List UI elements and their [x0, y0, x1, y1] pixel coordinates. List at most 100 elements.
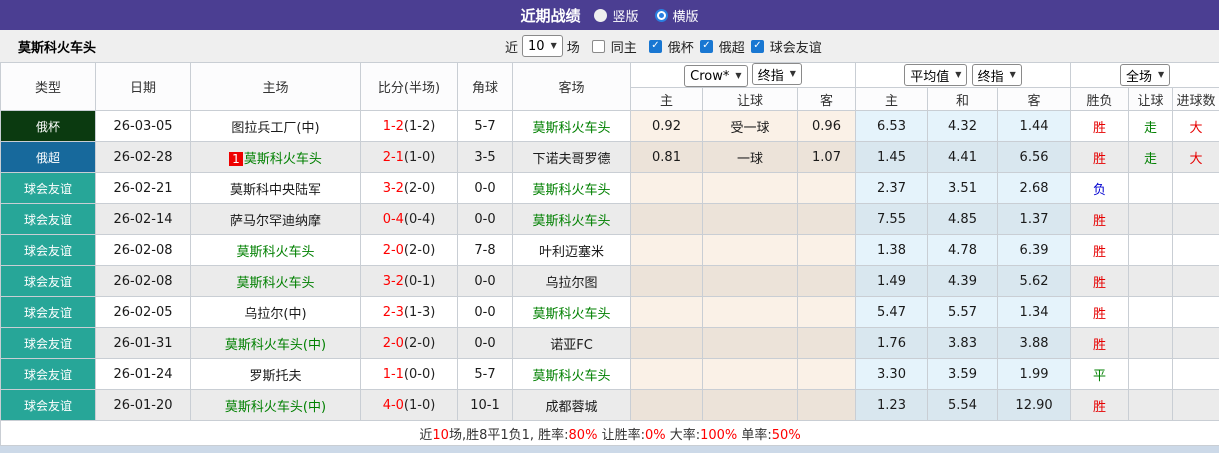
fulltime-score: 2-0: [383, 336, 404, 351]
halftime-score: (1-0): [404, 150, 435, 165]
period-select[interactable]: 全场▼: [1120, 64, 1170, 86]
corners-value: 0-0: [458, 266, 513, 297]
home-team-name: 莫斯科中央陆军: [230, 183, 321, 198]
score-cell: 2-1(1-0): [361, 142, 458, 173]
goals-result-value: [1173, 173, 1219, 204]
fulltime-score: 3-2: [383, 181, 404, 196]
radio-horizontal-layout[interactable]: 横版: [655, 6, 699, 25]
avg-away-odds: 12.90: [998, 390, 1071, 421]
radio-horizontal-label: 横版: [673, 6, 699, 25]
topbar: 近期战绩 竖版 横版: [0, 0, 1219, 30]
chevron-down-icon: ▼: [1010, 71, 1016, 79]
bookmaker-select[interactable]: Crow*▼: [684, 65, 747, 87]
halftime-score: (1-0): [404, 398, 435, 413]
handicap-odds-stage-select[interactable]: 终指▼: [752, 63, 802, 85]
col-header-date: 日期: [96, 63, 191, 111]
handicap-away-odds: [798, 359, 856, 390]
match-date: 26-01-31: [96, 328, 191, 359]
handicap-line: [703, 390, 798, 421]
match-count-select[interactable]: 10 ▼: [522, 35, 563, 57]
summary-segment: 50%: [772, 428, 801, 443]
away-team-cell: 乌拉尔图: [513, 266, 631, 297]
match-date: 26-01-20: [96, 390, 191, 421]
col-header-score: 比分(半场): [361, 63, 458, 111]
chevron-down-icon: ▼: [1158, 71, 1164, 79]
score-cell: 2-0(2-0): [361, 235, 458, 266]
avg-away-odds: 6.56: [998, 142, 1071, 173]
home-team-cell: 莫斯科中央陆军: [191, 173, 361, 204]
match-row: 球会友谊 26-02-08 莫斯科火车头 2-0(2-0) 7-8 叶利迈塞米 …: [1, 235, 1219, 266]
summary-segment: 近: [419, 428, 432, 443]
handicap-result-value: [1129, 204, 1173, 235]
handicap-selects-cell: Crow*▼ 终指▼: [631, 63, 856, 88]
avg-draw-odds: 4.41: [928, 142, 998, 173]
col-header-handicap-line: 让球: [703, 88, 798, 111]
goals-result-value: [1173, 235, 1219, 266]
halftime-score: (0-1): [404, 274, 435, 289]
handicap-home-odds: [631, 204, 703, 235]
away-team-cell: 叶利迈塞米: [513, 235, 631, 266]
fulltime-score: 1-2: [383, 119, 404, 134]
same-home-checkbox[interactable]: [592, 40, 605, 53]
avg-away-odds: 3.88: [998, 328, 1071, 359]
avg-away-odds: 5.62: [998, 266, 1071, 297]
away-team-name: 莫斯科火车头: [532, 121, 610, 136]
results-body: 俄杯 26-03-05 图拉兵工厂(中) 1-2(1-2) 5-7 莫斯科火车头…: [1, 111, 1219, 421]
russia-league-checkbox[interactable]: [700, 40, 713, 53]
handicap-away-odds: [798, 390, 856, 421]
handicap-away-odds: 1.07: [798, 142, 856, 173]
match-row: 球会友谊 26-01-31 莫斯科火车头(中) 2-0(2-0) 0-0 诺亚F…: [1, 328, 1219, 359]
goals-result-value: [1173, 328, 1219, 359]
match-date: 26-02-08: [96, 235, 191, 266]
handicap-away-odds: [798, 235, 856, 266]
score-cell: 2-0(2-0): [361, 328, 458, 359]
avg-draw-odds: 5.57: [928, 297, 998, 328]
average-select[interactable]: 平均值▼: [904, 64, 967, 86]
score-cell: 2-3(1-3): [361, 297, 458, 328]
layout-radio-group: 竖版 横版: [594, 6, 698, 25]
same-home-label: 同主: [611, 37, 637, 56]
corners-value: 0-0: [458, 328, 513, 359]
average-stage-value: 终指: [978, 66, 1004, 85]
avg-home-odds: 1.23: [856, 390, 928, 421]
summary-segment: 10: [432, 428, 449, 443]
handicap-away-odds: 0.96: [798, 111, 856, 142]
avg-away-odds: 1.37: [998, 204, 1071, 235]
home-team-name: 图拉兵工厂(中): [231, 121, 319, 136]
away-team-cell: 成都蓉城: [513, 390, 631, 421]
radio-vertical-layout[interactable]: 竖版: [594, 6, 638, 25]
rank-badge: 1: [229, 152, 243, 166]
match-row: 球会友谊 26-01-24 罗斯托夫 1-1(0-0) 5-7 莫斯科火车头 3…: [1, 359, 1219, 390]
match-row: 球会友谊 26-02-14 萨马尔罕迪纳摩 0-4(0-4) 0-0 莫斯科火车…: [1, 204, 1219, 235]
col-header-home: 主场: [191, 63, 361, 111]
average-select-value: 平均值: [910, 66, 949, 85]
average-stage-select[interactable]: 终指 ▼: [972, 64, 1022, 86]
home-team-cell: 罗斯托夫: [191, 359, 361, 390]
friendly-checkbox[interactable]: [751, 40, 764, 53]
period-select-cell: 全场▼: [1071, 63, 1219, 88]
avg-away-odds: 1.99: [998, 359, 1071, 390]
col-header-handicap-away: 客: [798, 88, 856, 111]
handicap-home-odds: [631, 173, 703, 204]
match-date: 26-02-28: [96, 142, 191, 173]
match-type-badge: 球会友谊: [1, 235, 96, 266]
russia-league-label: 俄超: [719, 37, 745, 56]
away-team-name: 莫斯科火车头: [532, 183, 610, 198]
summary-segment: 0%: [645, 428, 666, 443]
team-title: 莫斯科火车头: [0, 37, 96, 56]
home-team-name: 莫斯科火车头(中): [225, 400, 326, 415]
corners-value: 5-7: [458, 359, 513, 390]
radio-icon[interactable]: [655, 9, 668, 22]
handicap-away-odds: [798, 266, 856, 297]
avg-home-odds: 1.45: [856, 142, 928, 173]
avg-draw-odds: 5.54: [928, 390, 998, 421]
handicap-home-odds: [631, 359, 703, 390]
russia-cup-checkbox[interactable]: [649, 40, 662, 53]
halftime-score: (2-0): [404, 336, 435, 351]
handicap-result-value: [1129, 235, 1173, 266]
avg-draw-odds: 3.83: [928, 328, 998, 359]
radio-icon[interactable]: [594, 9, 607, 22]
chevron-down-icon: ▼: [735, 72, 741, 80]
away-team-name: 叶利迈塞米: [539, 245, 604, 260]
